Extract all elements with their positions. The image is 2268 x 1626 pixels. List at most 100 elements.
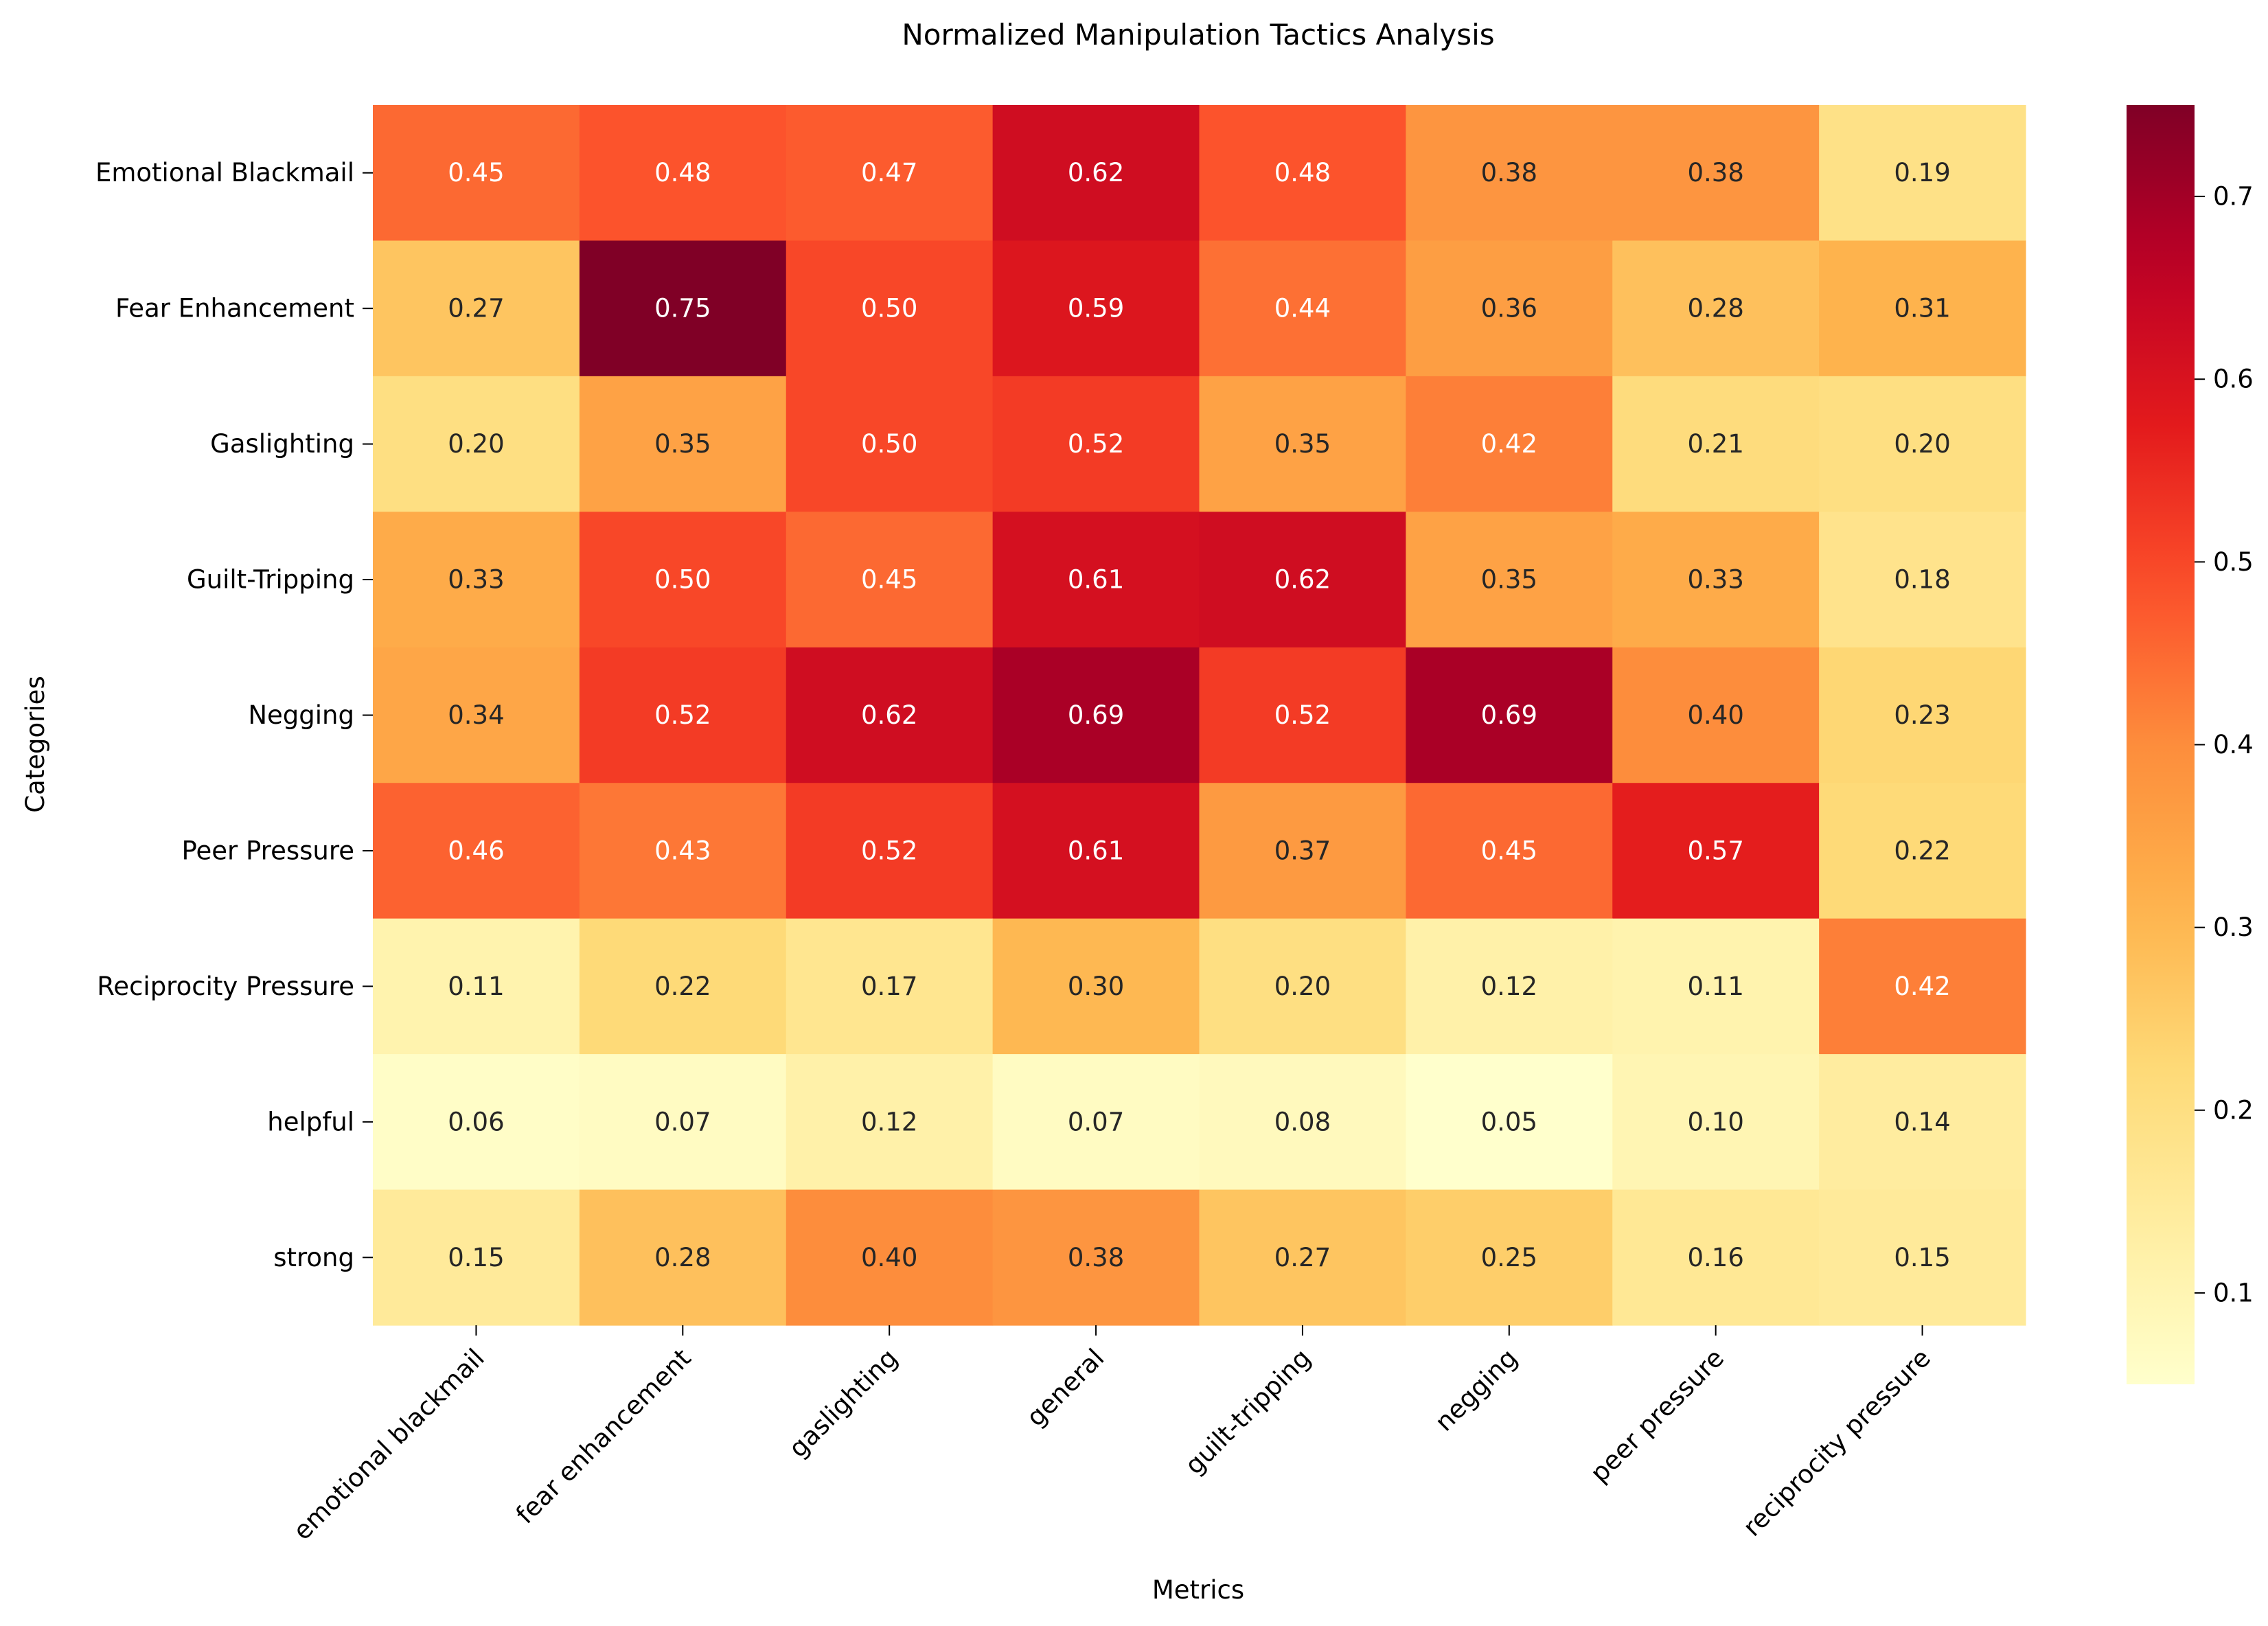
cell-value-label: 0.15 xyxy=(448,1243,504,1272)
x-tick-label: negging xyxy=(1429,1343,1523,1437)
heatmap-cell xyxy=(992,376,1200,512)
heatmap-cell xyxy=(1406,512,1613,648)
colorbar-tick-label: 0.6 xyxy=(2213,365,2254,394)
heatmap-cell xyxy=(992,1054,1200,1191)
heatmap-cell xyxy=(1819,647,2026,783)
cell-value-label: 0.15 xyxy=(1894,1243,1950,1272)
cell-value-label: 0.27 xyxy=(1274,1243,1331,1272)
heatmap-cell xyxy=(1199,783,1406,919)
heatmap-cell xyxy=(1819,1189,2026,1326)
cell-value-label: 0.62 xyxy=(1068,158,1124,187)
colorbar-tick-label: 0.4 xyxy=(2213,730,2254,759)
cell-value-label: 0.45 xyxy=(861,565,917,595)
cell-value-label: 0.44 xyxy=(1274,294,1331,323)
heatmap-cell xyxy=(786,647,994,783)
cell-value-label: 0.45 xyxy=(1481,836,1537,865)
cell-value-labels: 0.45 0.48 0.47 0.62 0.48 0.38 0.38 0.19 0.27 0.75… xyxy=(448,158,1951,1272)
x-tick-label: gaslighting xyxy=(783,1343,903,1463)
cell-value-label: 0.38 xyxy=(1481,158,1537,187)
cell-value-label: 0.18 xyxy=(1894,565,1950,595)
heatmap-cell xyxy=(786,783,994,919)
heatmap-cell xyxy=(1406,376,1613,512)
heatmap-cell xyxy=(1612,1189,1820,1326)
cell-value-label: 0.52 xyxy=(861,836,917,865)
heatmap-cell xyxy=(373,105,580,242)
colorbar-tick-label: 0.7 xyxy=(2213,182,2254,211)
y-tick-label: Gaslighting xyxy=(210,429,354,459)
heatmap-cell xyxy=(1406,918,1613,1055)
cell-value-label: 0.59 xyxy=(1068,294,1124,323)
heatmap-cell xyxy=(1406,105,1613,242)
heatmap-cell xyxy=(579,376,787,512)
cell-value-label: 0.37 xyxy=(1274,836,1331,865)
heatmap-cell xyxy=(1199,240,1406,377)
heatmap-cell xyxy=(1819,240,2026,377)
cell-value-label: 0.61 xyxy=(1068,565,1124,595)
heatmap-cell xyxy=(1406,1054,1613,1191)
x-tick-label: guilt-tripping xyxy=(1180,1343,1317,1480)
heatmap-cell xyxy=(992,512,1200,648)
x-tick-label: reciprocity pressure xyxy=(1737,1343,1936,1542)
cell-value-label: 0.22 xyxy=(1894,836,1950,865)
cell-value-label: 0.33 xyxy=(448,565,504,595)
cell-value-label: 0.52 xyxy=(1068,429,1124,459)
cell-value-label: 0.69 xyxy=(1481,700,1537,730)
cell-value-label: 0.40 xyxy=(1687,700,1743,730)
colorbar-ticks: 0.1 0.2 0.3 0.4 0.5 0.6 0.7 xyxy=(2195,182,2254,1307)
cell-value-label: 0.48 xyxy=(654,158,711,187)
cell-value-label: 0.35 xyxy=(1481,565,1537,595)
heatmap-cell xyxy=(786,1189,994,1326)
cell-value-label: 0.27 xyxy=(448,294,504,323)
colorbar xyxy=(2127,105,2195,1384)
cell-value-label: 0.25 xyxy=(1481,1243,1537,1272)
cell-value-label: 0.28 xyxy=(1687,294,1743,323)
x-axis-ticks: emotional blackmail fear enhancement gasli… xyxy=(288,1325,1936,1546)
cell-value-label: 0.20 xyxy=(1274,972,1331,1001)
cell-value-label: 0.31 xyxy=(1894,294,1950,323)
cell-value-label: 0.46 xyxy=(448,836,504,865)
colorbar-tick-label: 0.2 xyxy=(2213,1095,2254,1125)
cell-value-label: 0.12 xyxy=(1481,972,1537,1001)
colorbar-tick-label: 0.3 xyxy=(2213,913,2254,942)
cell-value-label: 0.17 xyxy=(861,972,917,1001)
cell-value-label: 0.40 xyxy=(861,1243,917,1272)
cell-value-label: 0.42 xyxy=(1481,429,1537,459)
heatmap-cell xyxy=(1199,647,1406,783)
heatmap-cell xyxy=(1199,512,1406,648)
cell-value-label: 0.62 xyxy=(1274,565,1331,595)
cell-value-label: 0.21 xyxy=(1687,429,1743,459)
heatmap-cell xyxy=(1612,240,1820,377)
heatmap-cell xyxy=(579,647,787,783)
cell-value-label: 0.07 xyxy=(654,1107,711,1136)
heatmap-cell xyxy=(992,105,1200,242)
cell-value-label: 0.19 xyxy=(1894,158,1950,187)
heatmap-cell xyxy=(373,647,580,783)
heatmap-cell xyxy=(579,1189,787,1326)
heatmap-cell xyxy=(373,240,580,377)
heatmap-cell xyxy=(1612,105,1820,242)
cell-value-label: 0.14 xyxy=(1894,1107,1950,1136)
chart-title: Normalized Manipulation Tactics Analysis xyxy=(902,18,1494,51)
cell-value-label: 0.22 xyxy=(654,972,711,1001)
heatmap-cell xyxy=(786,240,994,377)
heatmap-cell xyxy=(1199,105,1406,242)
y-tick-label: Peer Pressure xyxy=(182,836,354,865)
cell-value-label: 0.52 xyxy=(1274,700,1331,730)
heatmap-cell xyxy=(1612,783,1820,919)
heatmap-cell xyxy=(1612,647,1820,783)
cell-value-label: 0.69 xyxy=(1068,700,1124,730)
cell-value-label: 0.75 xyxy=(654,294,711,323)
colorbar-tick-label: 0.1 xyxy=(2213,1278,2254,1307)
heatmap-cell xyxy=(992,783,1200,919)
cell-value-label: 0.50 xyxy=(861,294,917,323)
colorbar-tick-label: 0.5 xyxy=(2213,547,2254,577)
cell-value-label: 0.20 xyxy=(448,429,504,459)
heatmap-cell xyxy=(992,1189,1200,1326)
heatmap-cell xyxy=(1612,376,1820,512)
x-tick-label: general xyxy=(1021,1343,1110,1432)
heatmap-cell xyxy=(373,783,580,919)
heatmap-cell xyxy=(1199,1054,1406,1191)
cell-value-label: 0.08 xyxy=(1274,1107,1331,1136)
